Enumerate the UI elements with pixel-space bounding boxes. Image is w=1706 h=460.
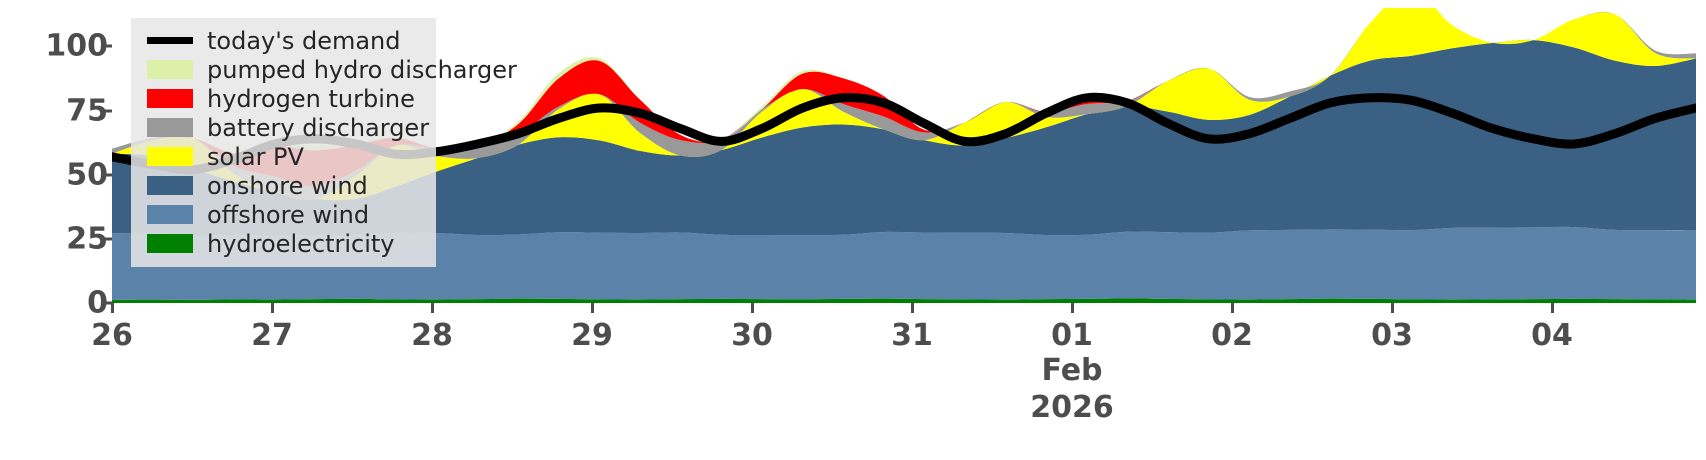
area-hydroelectricity (112, 298, 1696, 303)
y-tick-mark-75 (101, 109, 112, 113)
y-tick-mark-100 (101, 44, 112, 48)
x-tick-mark-29 (591, 303, 594, 313)
x-tick-label-03: 03 (1371, 318, 1413, 353)
x-tick-label-02: 02 (1211, 318, 1253, 353)
legend-label: hydroelectricity (207, 229, 395, 258)
x-tick-mark-02 (1231, 303, 1234, 313)
x-tick-label-04: 04 (1531, 318, 1573, 353)
x-tick-label-28: 28 (411, 318, 453, 353)
legend-item-hydrogen-turbine[interactable]: hydrogen turbine (147, 84, 422, 113)
legend-swatch-icon (147, 89, 193, 108)
x-tick-label-26: 26 (91, 318, 133, 353)
legend-item-pumped-hydro-discharger[interactable]: pumped hydro discharger (147, 55, 517, 84)
legend-swatch-icon (147, 234, 193, 253)
y-tick-label-100: 100 (45, 28, 108, 64)
x-axis-unit-label: Feb 2026 (942, 352, 1202, 426)
area-onshore-wind (112, 39, 1696, 236)
legend-label: offshore wind (207, 200, 370, 229)
legend-swatch-icon (147, 37, 193, 44)
x-tick-label-30: 30 (731, 318, 773, 353)
legend-swatch-icon (147, 118, 193, 137)
legend-label: pumped hydro discharger (207, 55, 517, 84)
x-tick-mark-31 (911, 303, 914, 313)
chart-legend[interactable]: today's demand pumped hydro discharger hyd… (131, 18, 517, 267)
legend-swatch-icon (147, 176, 193, 195)
legend-item-hydroelectricity[interactable]: hydroelectricity (147, 229, 422, 258)
y-tick-mark-0 (101, 301, 112, 305)
x-tick-mark-04 (1551, 303, 1554, 313)
legend-item-solar-pv[interactable]: solar PV (147, 142, 422, 171)
y-tick-label-0: 0 (87, 285, 108, 321)
y-tick-mark-50 (101, 173, 112, 177)
legend-label: solar PV (207, 142, 304, 171)
x-axis-year: 2026 (1030, 390, 1114, 425)
legend-label: onshore wind (207, 171, 368, 200)
area-offshore-wind (112, 226, 1696, 300)
legend-swatch-icon (147, 205, 193, 224)
legend-label: battery discharger (207, 113, 430, 142)
y-tick-label-50: 50 (66, 157, 108, 193)
x-tick-label-31: 31 (891, 318, 933, 353)
y-tick-label-25: 25 (66, 221, 108, 257)
legend-item-onshore-wind[interactable]: onshore wind (147, 171, 422, 200)
legend-swatch-icon (147, 147, 193, 166)
y-tick-mark-25 (101, 237, 112, 241)
x-tick-label-29: 29 (571, 318, 613, 353)
x-tick-label-27: 27 (251, 318, 293, 353)
x-tick-mark-30 (751, 303, 754, 313)
x-tick-label-01: 01 (1051, 318, 1093, 353)
x-tick-mark-01 (1071, 303, 1074, 313)
x-axis-month: Feb (1041, 353, 1103, 388)
legend-item-today-s-demand[interactable]: today's demand (147, 26, 422, 55)
legend-item-offshore-wind[interactable]: offshore wind (147, 200, 422, 229)
x-tick-mark-26 (111, 303, 114, 313)
legend-item-battery-discharger[interactable]: battery discharger (147, 113, 429, 142)
x-tick-mark-03 (1391, 303, 1394, 313)
legend-label: hydrogen turbine (207, 84, 415, 113)
legend-swatch-icon (147, 60, 193, 79)
x-tick-mark-27 (271, 303, 274, 313)
legend-label: today's demand (207, 26, 401, 55)
y-tick-label-75: 75 (66, 93, 108, 129)
x-tick-mark-28 (431, 303, 434, 313)
